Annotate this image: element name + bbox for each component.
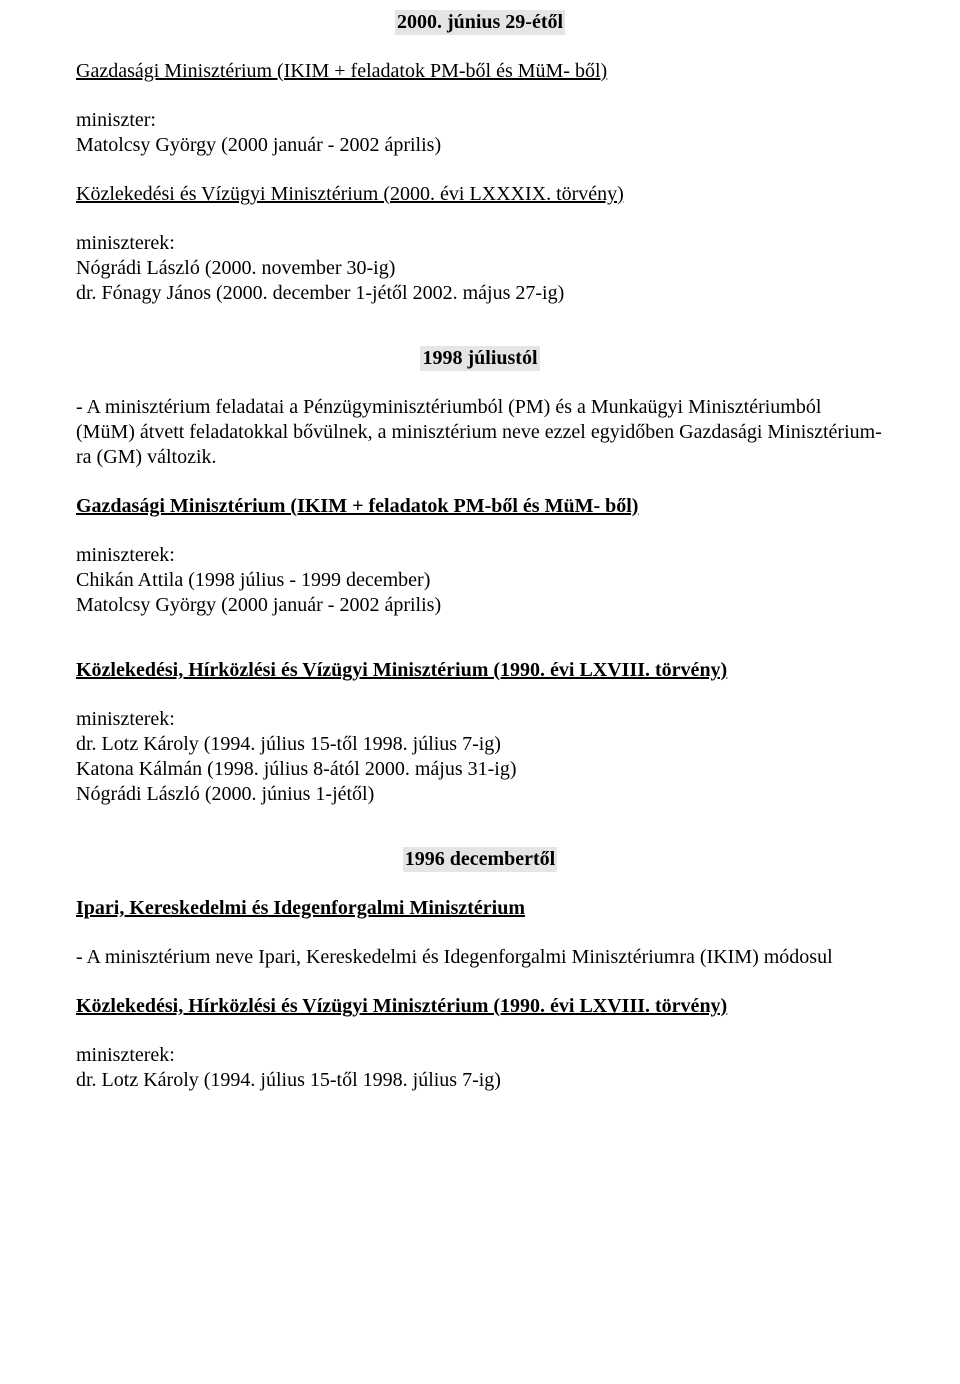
heading-ipari-kereskedelmi: Ipari, Kereskedelmi és Idegenforgalmi Mi…	[76, 896, 884, 921]
minister-line: Nógrádi László (2000. november 30-ig)	[76, 256, 884, 281]
heading-kozlekedesi-vizugyi: Közlekedési és Vízügyi Minisztérium (200…	[76, 182, 884, 207]
role-label-miniszterek: miniszterek:	[76, 1043, 884, 1068]
date-badge-2000-jun: 2000. június 29-étől	[395, 10, 565, 35]
role-label-miniszter: miniszter:	[76, 108, 884, 133]
date-badge-1998-jul: 1998 júliustól	[420, 346, 539, 371]
minister-line: Matolcsy György (2000 január - 2002 ápri…	[76, 133, 884, 158]
date-line: 2000. június 29-étől	[76, 10, 884, 35]
minister-line: Matolcsy György (2000 január - 2002 ápri…	[76, 593, 884, 618]
minister-line: dr. Lotz Károly (1994. július 15-től 199…	[76, 732, 884, 757]
heading-kozlekedesi-hirkozlesi-2: Közlekedési, Hírközlési és Vízügyi Minis…	[76, 994, 884, 1019]
heading-gazdasagi-minisz-1: Gazdasági Minisztérium (IKIM + feladatok…	[76, 59, 884, 84]
role-label-miniszterek: miniszterek:	[76, 231, 884, 256]
date-line: 1998 júliustól	[76, 346, 884, 371]
minister-line: dr. Fónagy János (2000. december 1-jétől…	[76, 281, 884, 306]
heading-kozlekedesi-hirkozlesi-1: Közlekedési, Hírközlési és Vízügyi Minis…	[76, 658, 884, 683]
minister-line: Nógrádi László (2000. június 1-jétől)	[76, 782, 884, 807]
role-label-miniszterek: miniszterek:	[76, 707, 884, 732]
minister-line: Chikán Attila (1998 július - 1999 decemb…	[76, 568, 884, 593]
heading-gazdasagi-minisz-2: Gazdasági Minisztérium (IKIM + feladatok…	[76, 494, 884, 519]
minister-line: Katona Kálmán (1998. július 8-ától 2000.…	[76, 757, 884, 782]
change-note: - A minisztérium neve Ipari, Kereskedelm…	[76, 945, 884, 970]
change-note: - A minisztérium feladatai a Pénzügymini…	[76, 395, 884, 470]
date-line: 1996 decembertől	[76, 847, 884, 872]
date-badge-1996-dec: 1996 decembertől	[403, 847, 558, 872]
minister-line: dr. Lotz Károly (1994. július 15-től 199…	[76, 1068, 884, 1093]
document-page: 2000. június 29-étől Gazdasági Minisztér…	[0, 0, 960, 1123]
role-label-miniszterek: miniszterek:	[76, 543, 884, 568]
